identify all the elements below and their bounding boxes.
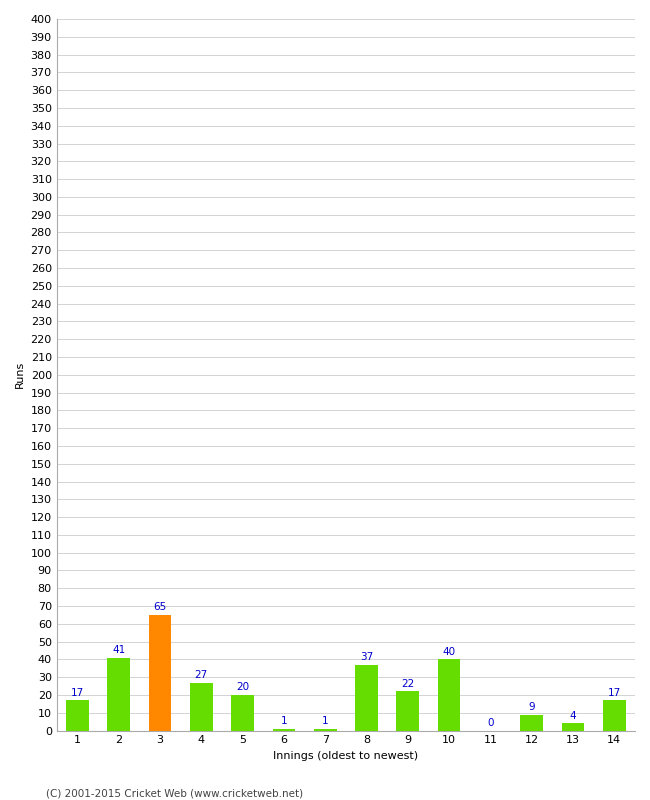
Text: 22: 22 xyxy=(401,678,415,689)
Y-axis label: Runs: Runs xyxy=(15,361,25,389)
Text: 40: 40 xyxy=(443,646,456,657)
Text: 1: 1 xyxy=(322,716,328,726)
Text: 41: 41 xyxy=(112,645,125,655)
Bar xyxy=(231,695,254,730)
Text: 37: 37 xyxy=(360,652,373,662)
Bar xyxy=(272,729,295,730)
Text: 17: 17 xyxy=(608,688,621,698)
Bar xyxy=(603,700,626,730)
Text: 0: 0 xyxy=(487,718,493,728)
Text: 17: 17 xyxy=(71,688,84,698)
Bar xyxy=(396,691,419,730)
Text: 65: 65 xyxy=(153,602,166,612)
Text: 1: 1 xyxy=(281,716,287,726)
Text: (C) 2001-2015 Cricket Web (www.cricketweb.net): (C) 2001-2015 Cricket Web (www.cricketwe… xyxy=(46,788,303,798)
Text: 20: 20 xyxy=(236,682,249,692)
Bar xyxy=(562,723,584,730)
Bar xyxy=(107,658,130,730)
Bar xyxy=(521,714,543,730)
Bar xyxy=(437,659,460,730)
Text: 4: 4 xyxy=(569,710,577,721)
Bar xyxy=(190,682,213,730)
Bar xyxy=(355,665,378,730)
Bar xyxy=(66,700,88,730)
Bar xyxy=(314,729,337,730)
Bar xyxy=(149,615,172,730)
X-axis label: Innings (oldest to newest): Innings (oldest to newest) xyxy=(273,751,419,761)
Text: 9: 9 xyxy=(528,702,535,712)
Text: 27: 27 xyxy=(194,670,208,680)
